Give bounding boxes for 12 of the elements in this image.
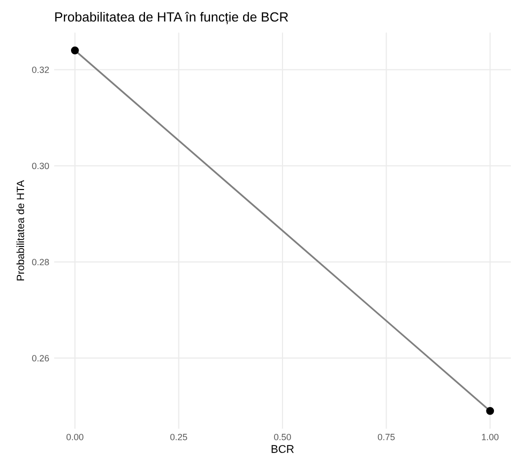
y-tick-label: 0.32 (32, 66, 49, 73)
x-tick-label: 0.00 (66, 434, 84, 440)
x-tick-label: 0.50 (274, 434, 291, 440)
y-tick-label: 0.30 (32, 162, 49, 170)
x-tick-label: 0.25 (170, 434, 188, 440)
y-tick-label: 0.26 (32, 355, 49, 362)
y-tick-label: 0.28 (32, 258, 49, 266)
x-tick-label: 1.00 (482, 434, 499, 440)
x-axis-title: BCR (272, 445, 294, 453)
y-axis-title: Probabilitatea de HTA (16, 180, 24, 280)
chart-title: Probabilitatea de HTA în funcție de BCR (55, 12, 288, 24)
x-tick-label: 0.75 (378, 434, 395, 440)
